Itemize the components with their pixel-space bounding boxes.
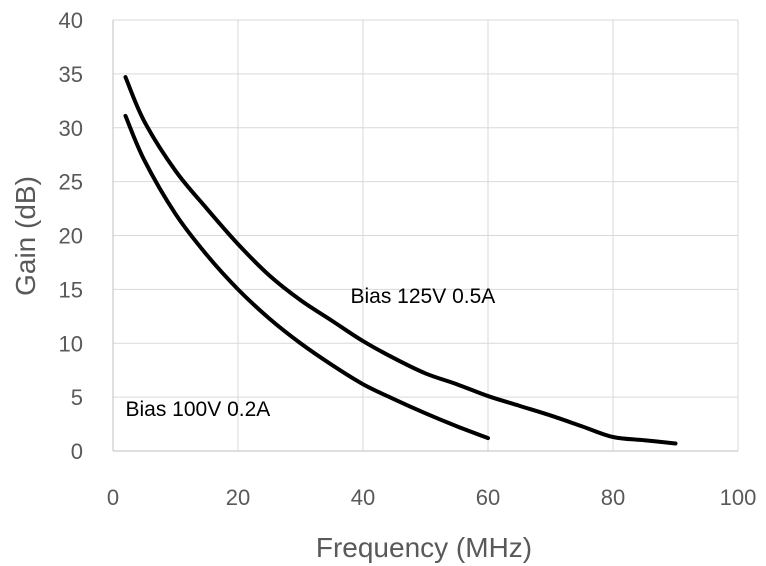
x-tick-label: 40 xyxy=(351,485,375,510)
y-tick-label: 30 xyxy=(59,116,83,141)
series-line-1 xyxy=(123,75,678,446)
annotations: Bias 125V 0.5A Bias 100V 0.2A xyxy=(126,285,496,421)
tick-labels: 0 5 10 15 20 25 30 35 40 0 20 40 60 80 100 xyxy=(59,8,757,510)
x-axis-title: Frequency (MHz) xyxy=(316,532,532,563)
y-tick-label: 15 xyxy=(59,277,83,302)
y-tick-label: 20 xyxy=(59,224,83,249)
axes xyxy=(112,20,738,452)
x-tick-label: 80 xyxy=(601,485,625,510)
series-annotation: Bias 100V 0.2A xyxy=(126,398,271,421)
x-tick-label: 100 xyxy=(720,485,757,510)
series-line-2 xyxy=(123,113,490,441)
y-tick-label: 5 xyxy=(71,385,83,410)
y-tick-label: 0 xyxy=(71,439,83,464)
y-tick-label: 40 xyxy=(59,8,83,33)
series-annotation: Bias 125V 0.5A xyxy=(351,285,496,308)
y-axis-title: Gain (dB) xyxy=(10,176,41,296)
x-tick-label: 0 xyxy=(107,485,119,510)
x-tick-label: 60 xyxy=(476,485,500,510)
y-tick-label: 25 xyxy=(59,170,83,195)
y-tick-label: 35 xyxy=(59,62,83,87)
series-lines xyxy=(123,75,678,446)
x-tick-label: 20 xyxy=(226,485,250,510)
y-tick-label: 10 xyxy=(59,331,83,356)
gridlines xyxy=(113,19,739,451)
